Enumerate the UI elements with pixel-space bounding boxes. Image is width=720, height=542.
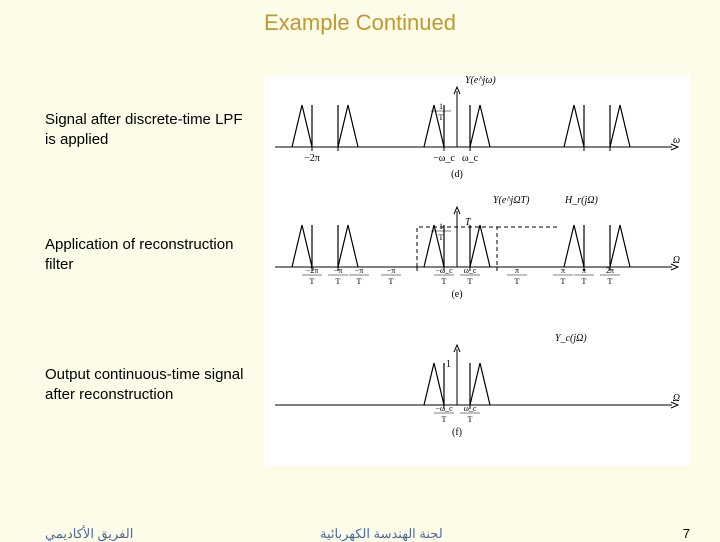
- svg-text:T: T: [608, 277, 613, 286]
- svg-text:ω: ω: [673, 135, 680, 146]
- svg-text:T: T: [582, 277, 587, 286]
- svg-text:T: T: [336, 277, 341, 286]
- svg-text:−π: −π: [387, 266, 396, 275]
- svg-text:T: T: [442, 415, 447, 424]
- svg-text:π: π: [582, 266, 586, 275]
- diagram-area: Y(e^jω) 1 Tω −2π −ω_c ω_c (d) Y(e^jΩT) H_r(jΩ) 1 T…: [265, 75, 690, 465]
- label-row-2: Application of reconstruction filter: [45, 235, 255, 276]
- svg-text:T: T: [439, 233, 444, 242]
- svg-text:Y_c(jΩ): Y_c(jΩ): [555, 333, 587, 344]
- svg-text:Y(e^jΩT): Y(e^jΩT): [493, 195, 530, 206]
- svg-text:Ω: Ω: [673, 255, 680, 266]
- svg-text:Y(e^jω): Y(e^jω): [465, 75, 496, 86]
- svg-text:ω_c: ω_c: [464, 404, 477, 413]
- svg-text:T: T: [561, 277, 566, 286]
- svg-text:T: T: [357, 277, 362, 286]
- svg-text:ω_c: ω_c: [462, 153, 479, 164]
- svg-text:Ω: Ω: [673, 393, 680, 404]
- svg-text:−π: −π: [334, 266, 343, 275]
- svg-text:T: T: [515, 277, 520, 286]
- svg-text:−2π: −2π: [304, 153, 320, 164]
- svg-text:−2π: −2π: [306, 266, 319, 275]
- spectrum-diagram: Y(e^jω) 1 Tω −2π −ω_c ω_c (d) Y(e^jΩT) H_r(jΩ) 1 T…: [265, 75, 690, 465]
- svg-text:1: 1: [446, 359, 451, 370]
- svg-text:1: 1: [439, 102, 443, 111]
- svg-text:ω_c: ω_c: [464, 266, 477, 275]
- label-row-3: Output continuous-time signal after reco…: [45, 365, 255, 406]
- page-number: 7: [683, 526, 690, 541]
- svg-text:(f): (f): [452, 427, 462, 438]
- svg-text:(d): (d): [451, 169, 463, 180]
- svg-text:2π: 2π: [606, 266, 614, 275]
- labels-column: Signal after discrete-time LPF is applie…: [0, 75, 260, 465]
- svg-text:−ω_c: −ω_c: [433, 153, 455, 164]
- label-row-1: Signal after discrete-time LPF is applie…: [45, 110, 255, 151]
- svg-text:T: T: [468, 277, 473, 286]
- svg-text:T: T: [439, 113, 444, 122]
- svg-text:T: T: [310, 277, 315, 286]
- svg-text:−ω_c: −ω_c: [435, 404, 453, 413]
- svg-text:−π: −π: [355, 266, 364, 275]
- svg-text:T: T: [468, 415, 473, 424]
- svg-text:T: T: [465, 217, 472, 228]
- svg-text:−ω_c: −ω_c: [435, 266, 453, 275]
- svg-text:π: π: [515, 266, 519, 275]
- svg-text:π: π: [561, 266, 565, 275]
- svg-text:T: T: [389, 277, 394, 286]
- svg-text:(e): (e): [451, 289, 462, 300]
- svg-text:T: T: [442, 277, 447, 286]
- svg-text:H_r(jΩ): H_r(jΩ): [564, 195, 598, 206]
- page-title: Example Continued: [0, 0, 720, 36]
